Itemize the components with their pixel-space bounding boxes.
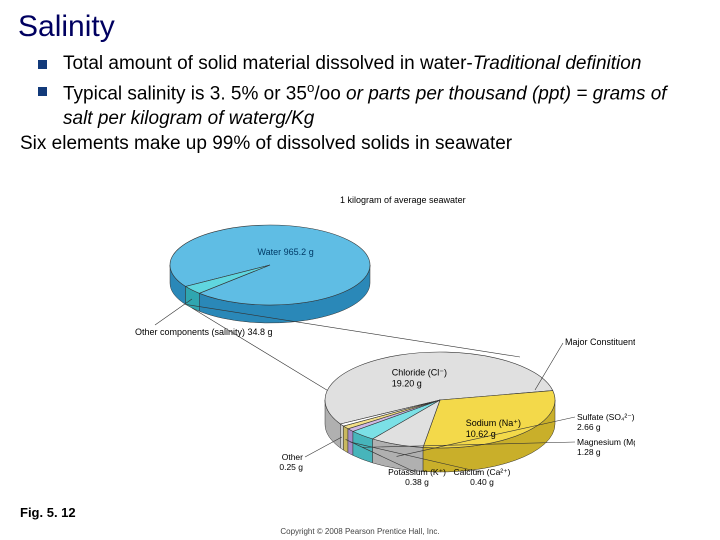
svg-text:0.40 g: 0.40 g: [470, 477, 494, 487]
svg-text:Major Constituents: Major Constituents: [565, 337, 635, 347]
bullet-marker: [38, 60, 47, 69]
svg-text:Potassium (K⁺): Potassium (K⁺): [388, 467, 446, 477]
bullet-item: Typical salinity is 3. 5% or 35o/oo or p…: [38, 79, 692, 132]
svg-text:2.66 g: 2.66 g: [577, 422, 601, 432]
svg-text:Sulfate (SO₄²⁻): Sulfate (SO₄²⁻): [577, 412, 635, 422]
figure: 1 kilogram of average seawater Water 965.…: [135, 195, 635, 493]
svg-text:19.20 g: 19.20 g: [392, 379, 422, 389]
svg-text:Chloride (Cl⁻): Chloride (Cl⁻): [392, 368, 447, 378]
svg-text:Calcium (Ca²⁺): Calcium (Ca²⁺): [454, 467, 511, 477]
diagram-svg: 1 kilogram of average seawater Water 965.…: [135, 195, 635, 493]
bullet-list: Total amount of solid material dissolved…: [0, 52, 720, 131]
svg-text:0.38 g: 0.38 g: [405, 477, 429, 487]
bullet-item: Total amount of solid material dissolved…: [38, 52, 692, 77]
svg-text:Sodium (Na⁺): Sodium (Na⁺): [466, 418, 521, 428]
figure-caption: Fig. 5. 12: [20, 505, 76, 520]
svg-text:1.28 g: 1.28 g: [577, 447, 601, 457]
bullet-marker: [38, 87, 47, 96]
copyright: Copyright © 2008 Pearson Prentice Hall, …: [280, 527, 439, 536]
page-title: Salinity: [0, 0, 720, 52]
svg-text:Other components (salinity) 34: Other components (salinity) 34.8 g: [135, 327, 273, 337]
svg-text:Other: Other: [282, 452, 303, 462]
svg-text:Water 965.2 g: Water 965.2 g: [258, 247, 314, 257]
svg-text:1 kilogram of average seawater: 1 kilogram of average seawater: [340, 195, 466, 205]
svg-text:Magnesium (Mg²⁺): Magnesium (Mg²⁺): [577, 437, 635, 447]
bottom-line: Six elements make up 99% of dissolved so…: [0, 133, 720, 155]
svg-text:0.25 g: 0.25 g: [279, 462, 303, 472]
bullet-text: Total amount of solid material dissolved…: [63, 52, 641, 77]
bullet-text: Typical salinity is 3. 5% or 35o/oo or p…: [63, 79, 692, 132]
